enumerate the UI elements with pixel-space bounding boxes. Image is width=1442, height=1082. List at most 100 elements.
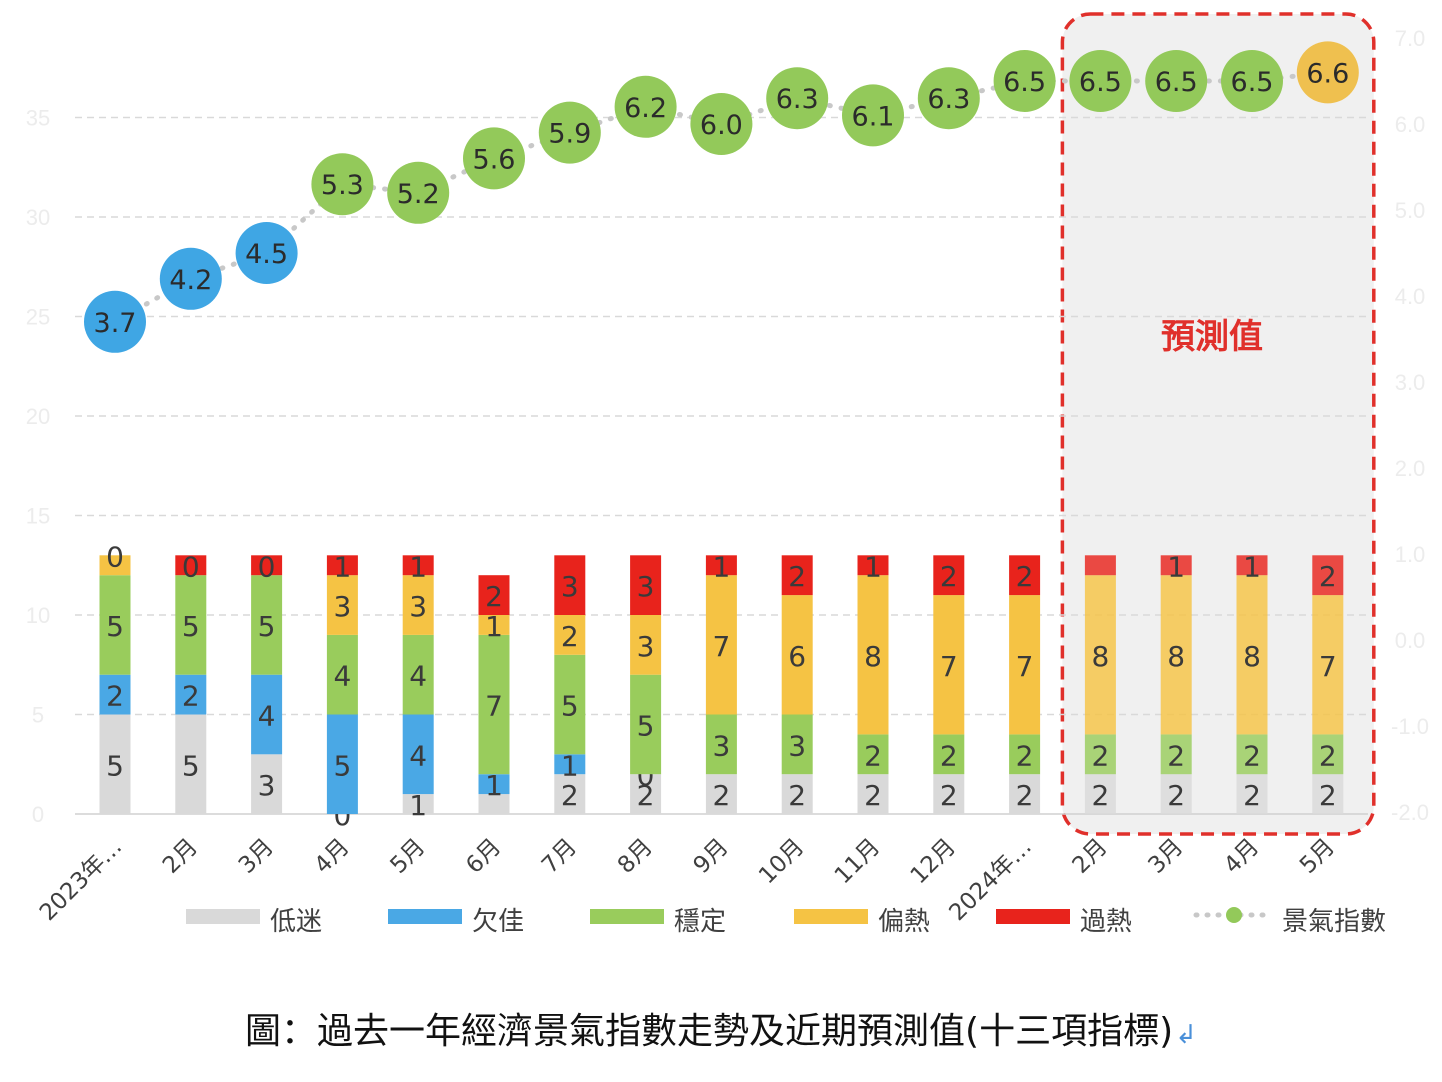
bar-segment [99, 555, 131, 576]
bar-data-label: 4 [258, 700, 276, 733]
y-left-tick-label: 35 [26, 106, 50, 131]
index-point-label: 6.5 [1079, 67, 1122, 98]
bar-segment [1312, 774, 1344, 814]
index-point [917, 67, 980, 130]
bar-data-label: 3 [788, 729, 806, 762]
bar-data-label: 2 [1016, 739, 1034, 772]
caption-text: 圖：過去一年經濟景氣指數走勢及近期預測值(十三項指標) [245, 1011, 1174, 1052]
bar-data-label: 7 [1016, 650, 1034, 683]
index-point [387, 161, 450, 224]
index-point [614, 75, 677, 138]
index-point-label: 5.3 [321, 170, 364, 201]
bar-segment [705, 774, 737, 814]
y-right-tick-label: 7.0 [1395, 26, 1426, 51]
bar-segment [630, 774, 662, 814]
y-right-tick-label: 4.0 [1395, 284, 1426, 309]
bar-segment [326, 714, 358, 814]
bar-segment [857, 774, 889, 814]
y-left-tick-label: 0 [32, 802, 44, 827]
bar-segment [630, 674, 662, 775]
bar-data-label: 5 [182, 749, 200, 782]
bar-segment [857, 555, 889, 576]
index-point-label: 4.5 [245, 239, 288, 270]
bar-data-label: 1 [333, 550, 351, 583]
bar-segment [781, 714, 813, 775]
bar-segment [1009, 774, 1041, 814]
bar-data-label: 1 [864, 550, 882, 583]
index-point [1145, 50, 1208, 112]
x-tick-label: 5月 [385, 834, 430, 879]
bar-data-label: 1 [712, 550, 730, 583]
y-right-tick-label: -1.0 [1391, 714, 1429, 739]
x-tick-label: 4月 [1219, 834, 1264, 879]
bar-segment [933, 555, 965, 596]
x-tick-label: 2023年… [35, 834, 127, 926]
bar-segment [1160, 734, 1192, 775]
bar-data-label: 1 [1243, 550, 1261, 583]
bar-segment [1236, 555, 1268, 576]
bar-segment [554, 774, 586, 814]
bar-data-label: 1 [485, 610, 503, 643]
y-right-tick-label: 5.0 [1395, 198, 1426, 223]
index-point [842, 84, 904, 147]
bar-data-label: 1 [409, 550, 427, 583]
bar-data-label: 6 [788, 640, 806, 673]
x-tick-label: 12月 [906, 834, 961, 889]
bar-data-label: 5 [182, 610, 200, 643]
bar-segment [478, 615, 510, 635]
bar-data-label: 4 [409, 739, 427, 772]
bar-segment [1009, 555, 1041, 596]
bar-segment [1084, 734, 1116, 775]
bar-data-label: 2 [1319, 560, 1337, 593]
bar-segment [478, 794, 510, 814]
bar-data-label: 0 [258, 550, 276, 583]
figure-caption: 圖：過去一年經濟景氣指數走勢及近期預測值(十三項指標)↲ [0, 1002, 1442, 1054]
bar-segment [705, 555, 737, 576]
bar-segment [630, 555, 662, 615]
bar-data-label: 3 [637, 570, 655, 603]
bar-segment [175, 714, 207, 814]
y-left-tick-label: 5 [32, 703, 44, 728]
index-point-label: 6.3 [776, 84, 819, 115]
index-point-label: 6.1 [852, 101, 895, 132]
bar-data-label: 3 [409, 590, 427, 623]
legend-swatch [794, 909, 868, 924]
index-point [235, 222, 298, 284]
bar-data-label: 7 [712, 630, 730, 663]
bar-data-label: 2 [1167, 779, 1185, 812]
bar-segment [1160, 575, 1192, 735]
bar-segment [1236, 734, 1268, 775]
index-point-label: 5.9 [548, 119, 591, 150]
bar-segment [251, 555, 283, 576]
legend-label: 過熱 [1080, 907, 1132, 937]
bar-data-label: 1 [409, 789, 427, 822]
bar-data-label: 3 [637, 630, 655, 663]
x-tick-label: 7月 [537, 834, 582, 879]
bar-data-label: 0 [106, 540, 124, 573]
bar-data-label: 2 [637, 779, 655, 812]
bar-data-label: 2 [1167, 739, 1185, 772]
bar-data-label: 3 [561, 570, 579, 603]
bar-data-label: 0 [182, 550, 200, 583]
bar-data-label: 2 [1016, 779, 1034, 812]
bar-data-label: 5 [258, 610, 276, 643]
index-point-label: 6.2 [624, 93, 667, 124]
bar-segment [933, 774, 965, 814]
bar-segment [630, 615, 662, 675]
index-point [463, 127, 525, 190]
bar-data-label: 2 [864, 779, 882, 812]
bar-segment [554, 555, 586, 615]
bar-data-label: 3 [712, 729, 730, 762]
legend-label: 欠佳 [472, 907, 524, 937]
forecast-label: 預測值 [1161, 317, 1263, 357]
x-tick-label: 10月 [754, 834, 809, 889]
return-mark: ↲ [1175, 1020, 1197, 1050]
bar-data-label: 5 [333, 749, 351, 782]
index-point-label: 4.2 [169, 265, 212, 296]
bar-segment [705, 714, 737, 775]
chart: 05101520253035-2.0-1.00.01.02.03.04.05.0… [26, 12, 1429, 937]
bar-segment [175, 575, 207, 675]
legend-swatch [590, 909, 664, 924]
index-point [1069, 50, 1132, 112]
legend-label: 低迷 [270, 907, 322, 937]
